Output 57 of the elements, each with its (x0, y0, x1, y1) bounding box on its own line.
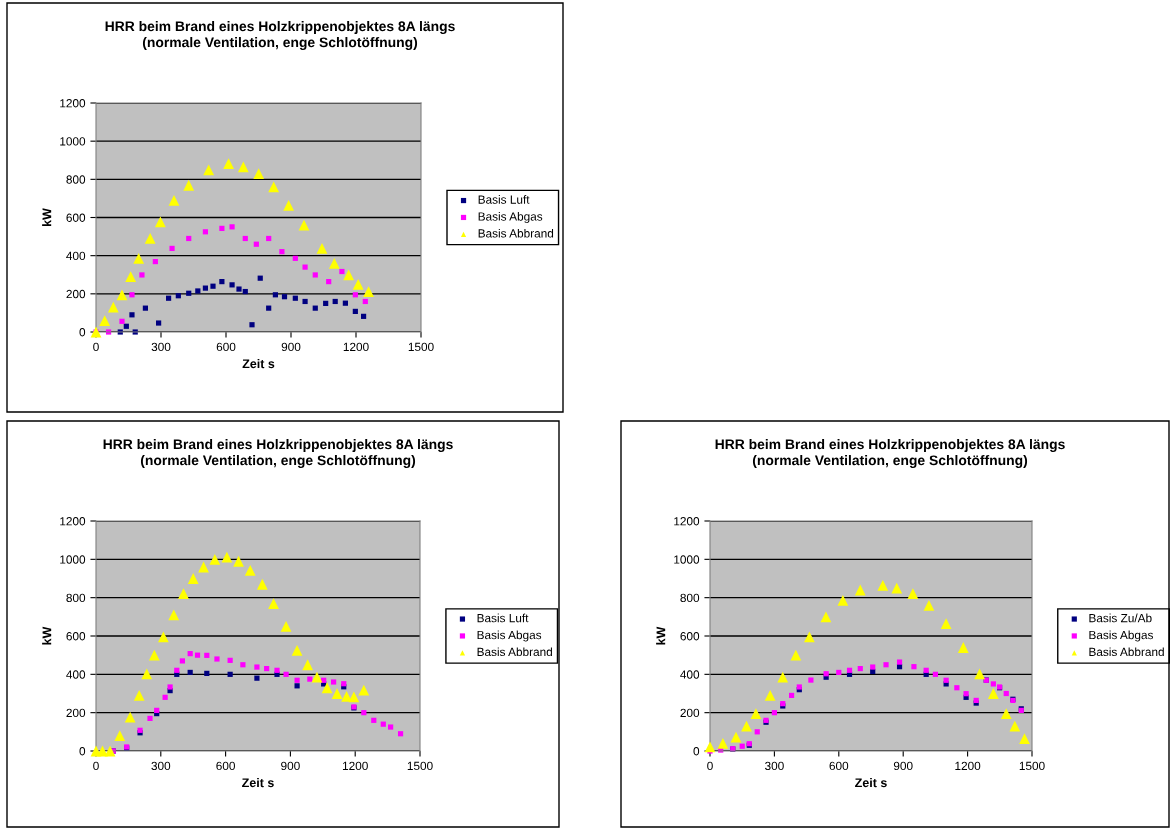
x-tick-label: 900 (281, 761, 300, 771)
x-axis-title: Zeit s (855, 777, 887, 788)
y-tick-label: 600 (66, 632, 86, 641)
y-axis-title: kW (656, 626, 666, 645)
x-tick-label: 900 (281, 342, 301, 352)
y-tick-label: 1200 (674, 517, 700, 526)
y-tick-label: 0 (79, 747, 86, 756)
y-tick-label: 400 (66, 251, 86, 261)
legend-label: Basis Abbrand (477, 647, 552, 657)
x-tick-label: 1500 (408, 342, 434, 352)
legend-label: Basis Abgas (477, 630, 542, 642)
x-tick-label: 1200 (343, 342, 369, 352)
chart-title: HRR beim Brand eines Holzkrippenobjektes 8A längs (normale Ventilation, enge Schlotöffnung) (105, 21, 455, 51)
x-tick-label: 0 (707, 761, 713, 771)
x-tick-label: 1500 (407, 761, 433, 771)
y-tick-label: 1000 (60, 555, 86, 564)
y-tick-label: 800 (66, 593, 86, 603)
y-axis-title: kW (42, 208, 52, 226)
y-tick-label: 400 (66, 670, 86, 679)
legend-label: Basis Luft (478, 195, 530, 204)
chart-title: HRR beim Brand eines Holzkrippenobjektes 8A längs (normale Ventilation, enge Schlotöffnung) (103, 439, 453, 469)
legend-label: Basis Abgas (478, 212, 543, 223)
x-axis-title: Zeit s (242, 358, 275, 369)
y-tick-label: 600 (66, 213, 86, 222)
x-tick-label: 300 (151, 761, 171, 771)
x-tick-label: 600 (829, 761, 849, 771)
x-tick-label: 0 (93, 342, 99, 352)
x-tick-label: 900 (893, 761, 913, 771)
x-tick-label: 300 (151, 342, 171, 352)
x-tick-label: 600 (216, 761, 235, 771)
x-tick-label: 1200 (955, 761, 981, 771)
legend-label: Basis Abgas (1089, 630, 1153, 642)
y-tick-label: 0 (693, 747, 700, 756)
y-tick-label: 0 (79, 328, 86, 337)
y-axis-title: kW (42, 626, 52, 645)
legend-label: Basis Zu/Ab (1089, 613, 1152, 623)
y-tick-label: 1200 (60, 517, 86, 526)
legend-label: Basis Luft (477, 613, 529, 623)
x-tick-label: 1500 (1019, 761, 1045, 771)
x-axis-title: Zeit s (242, 777, 274, 788)
y-tick-label: 200 (680, 708, 700, 718)
chart-title: HRR beim Brand eines Holzkrippenobjektes 8A längs (normale Ventilation, enge Schlotöffnung) (715, 439, 1065, 469)
y-tick-label: 200 (66, 708, 86, 718)
y-tick-label: 800 (66, 175, 86, 184)
y-tick-label: 800 (680, 593, 700, 603)
legend-label: Basis Abbrand (478, 228, 554, 238)
x-tick-label: 1200 (342, 761, 368, 771)
y-tick-label: 1000 (60, 137, 86, 146)
x-tick-label: 300 (765, 761, 784, 771)
x-tick-label: 0 (93, 761, 99, 771)
y-tick-label: 400 (680, 670, 700, 679)
y-tick-label: 200 (66, 289, 86, 299)
legend-label: Basis Abbrand (1089, 647, 1164, 657)
y-tick-label: 1000 (674, 555, 700, 564)
y-tick-label: 600 (680, 632, 700, 641)
x-tick-label: 600 (216, 342, 236, 352)
y-tick-label: 1200 (60, 99, 86, 108)
